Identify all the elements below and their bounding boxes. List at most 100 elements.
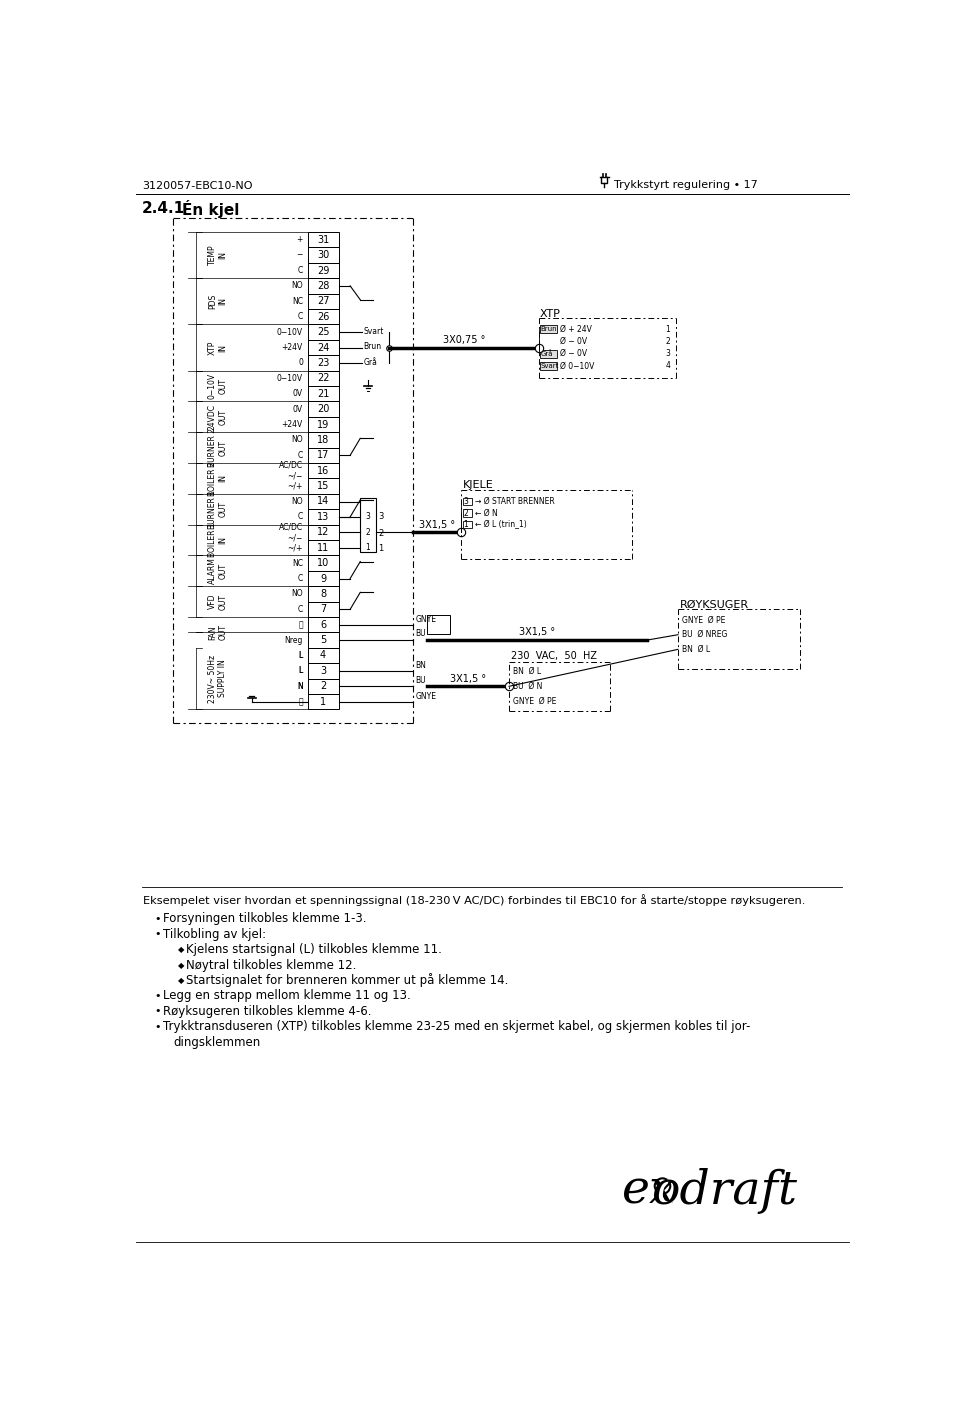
Text: 9: 9 [320,574,326,584]
Text: BN  Ø L: BN Ø L [513,666,541,676]
Bar [540,362,557,369]
Text: 230V~ 50Hz
SUPPLY IN: 230V~ 50Hz SUPPLY IN [208,655,228,703]
Text: BN  Ø L: BN Ø L [682,645,710,653]
Text: ~/+: ~/+ [288,481,303,490]
Text: 18: 18 [317,435,329,444]
Bar [307,247,339,263]
Text: 0−10V: 0−10V [276,373,303,383]
Text: NO: NO [291,497,303,506]
Text: ex: ex [622,1169,677,1213]
Text: 19: 19 [317,419,329,429]
Text: •: • [155,991,161,1001]
Text: Grå: Grå [363,358,377,366]
Bar [307,540,339,555]
Text: C: C [298,312,303,321]
Text: ~/+: ~/+ [288,544,303,552]
Text: o: o [657,1169,684,1213]
Text: 3: 3 [464,497,468,506]
Text: 3X1,5 °: 3X1,5 ° [450,673,486,683]
Text: ⏚: ⏚ [299,621,303,629]
Text: Legg en strapp mellom klemme 11 og 13.: Legg en strapp mellom klemme 11 og 13. [162,990,410,1003]
Text: BOILER 1
IN: BOILER 1 IN [208,523,228,557]
Text: 3: 3 [378,511,383,521]
Text: GNYE  Ø PE: GNYE Ø PE [513,697,556,706]
Text: Nøytral tilkobles klemme 12.: Nøytral tilkobles klemme 12. [186,959,356,971]
Text: 1: 1 [366,544,371,552]
Text: NO: NO [291,436,303,444]
Bar [307,231,339,247]
Text: BU  Ø NREG: BU Ø NREG [682,630,728,639]
Text: PDS
IN: PDS IN [208,294,228,310]
Text: 0−10V: 0−10V [276,328,303,337]
Bar [307,432,339,447]
Text: Ø 0−10V: Ø 0−10V [561,362,594,371]
Bar [540,325,557,332]
Text: 3: 3 [320,666,326,676]
Text: 0V: 0V [293,405,303,413]
Bar [307,571,339,586]
Text: 20: 20 [317,405,329,415]
Text: 27: 27 [317,297,329,307]
Text: 3120057-EBC10-NO: 3120057-EBC10-NO [142,180,252,190]
Text: NC: NC [292,558,303,568]
Text: ← Ø N: ← Ø N [475,508,497,517]
Text: VFD
OUT: VFD OUT [208,594,228,609]
Bar [307,371,339,386]
Bar [307,479,339,494]
Text: Brun: Brun [540,327,558,332]
Text: 1: 1 [464,520,468,530]
Bar [307,555,339,571]
Text: ◆: ◆ [179,946,184,954]
Bar [307,402,339,417]
Text: 0−10V
OUT: 0−10V OUT [208,373,228,399]
Text: 25: 25 [317,327,329,337]
Text: 3: 3 [665,349,670,358]
Text: L: L [299,650,303,660]
Bar [463,521,472,528]
Bar [307,632,339,648]
Text: +24V: +24V [281,420,303,429]
Text: Eksempelet viser hvordan et spenningssignal (18-230 V AC/DC) forbindes til EBC10: Eksempelet viser hvordan et spenningssig… [143,895,805,906]
Text: BOILER 2
IN: BOILER 2 IN [208,462,228,496]
Text: Svart: Svart [363,327,384,337]
Text: •: • [155,1007,161,1017]
Text: 15: 15 [317,481,329,491]
Text: 23: 23 [317,358,329,368]
Bar [307,355,339,371]
Text: XTP: XTP [540,308,561,318]
Text: C: C [298,266,303,275]
Text: −: − [297,250,303,260]
Text: 3: 3 [366,513,371,521]
Text: 6: 6 [320,619,326,629]
Text: KJELE: KJELE [463,480,493,490]
Text: GNYE: GNYE [416,615,436,623]
Text: 11: 11 [317,542,329,552]
Bar [307,618,339,632]
Bar [307,417,339,432]
Text: •: • [155,1021,161,1032]
Text: 3X1,5 °: 3X1,5 ° [419,520,455,530]
Bar [307,386,339,402]
Bar [463,497,472,506]
Text: •: • [155,929,161,939]
Text: NO: NO [291,589,303,598]
Text: ← Ø L (trin_1): ← Ø L (trin_1) [475,520,527,530]
Text: 24: 24 [317,342,329,352]
Bar [307,694,339,710]
Text: C: C [298,574,303,584]
Text: 4: 4 [665,362,670,371]
Text: AC/DC
~/−: AC/DC ~/− [278,462,303,480]
Text: Røyksugeren tilkobles klemme 4-6.: Røyksugeren tilkobles klemme 4-6. [162,1005,372,1018]
Bar [463,510,472,517]
Bar [540,349,557,358]
Text: 29: 29 [317,266,329,275]
Text: +24V: +24V [281,344,303,352]
Text: 12: 12 [317,527,329,537]
Text: XTP
IN: XTP IN [208,341,228,355]
Text: Tilkobling av kjel:: Tilkobling av kjel: [162,927,266,940]
Text: Ø − 0V: Ø − 0V [561,349,588,358]
Text: 26: 26 [317,312,329,322]
Text: o: o [657,1169,684,1213]
Text: 14: 14 [317,497,329,507]
Text: → Ø START BRENNER: → Ø START BRENNER [475,497,555,506]
